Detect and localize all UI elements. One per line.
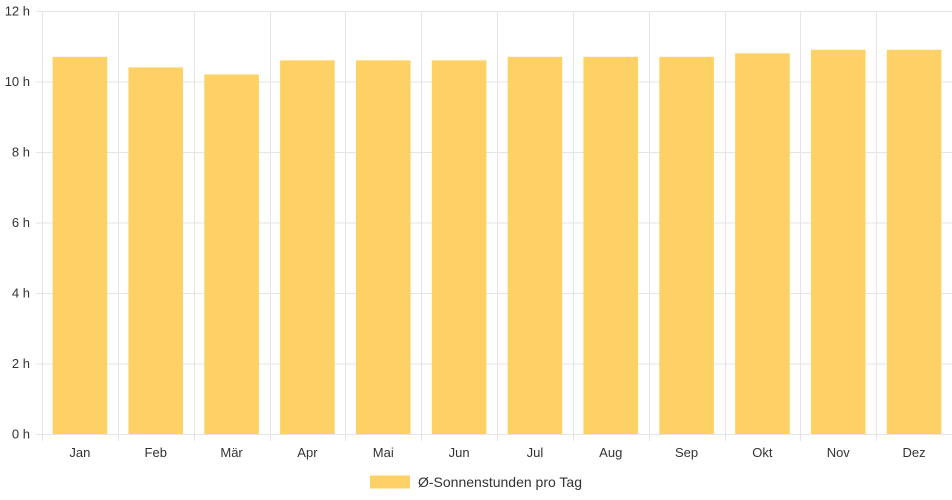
grid-layer [36, 11, 952, 441]
bar-aug[interactable] [583, 56, 639, 434]
x-axis-ticks: Jan Feb Mär Apr Mai Jun Jul Aug Sep Okt Nov Dez [69, 445, 925, 460]
bar-jan[interactable] [52, 56, 108, 434]
legend[interactable]: Ø-Sonnenstunden pro Tag [370, 474, 582, 490]
bar-mai[interactable] [355, 60, 411, 434]
bar-feb[interactable] [128, 67, 184, 435]
y-tick-label: 8 h [12, 145, 30, 160]
x-tick-label: Jan [69, 445, 90, 460]
x-tick-label: Mai [373, 445, 394, 460]
legend-label[interactable]: Ø-Sonnenstunden pro Tag [418, 474, 582, 490]
x-tick-label: Feb [145, 445, 167, 460]
x-tick-label: Apr [297, 445, 318, 460]
y-tick-label: 12 h [5, 4, 30, 19]
x-tick-label: Dez [903, 445, 926, 460]
bar-jun[interactable] [431, 60, 487, 434]
x-tick-label: Sep [675, 445, 698, 460]
x-tick-label: Jun [449, 445, 470, 460]
y-tick-label: 0 h [12, 427, 30, 442]
x-tick-label: Mär [220, 445, 243, 460]
bar-okt[interactable] [735, 53, 790, 435]
bar-sep[interactable] [659, 56, 714, 434]
bar-dez[interactable] [886, 49, 942, 435]
y-tick-label: 2 h [12, 356, 30, 371]
y-tick-label: 10 h [5, 74, 30, 89]
x-tick-label: Okt [752, 445, 773, 460]
x-tick-label: Aug [599, 445, 622, 460]
bar-jul[interactable] [507, 56, 563, 434]
y-axis-ticks: 0 h 2 h 4 h 6 h 8 h 10 h 12 h [5, 4, 30, 442]
x-tick-label: Jul [527, 445, 544, 460]
bar-mär[interactable] [204, 74, 259, 434]
y-tick-label: 6 h [12, 215, 30, 230]
legend-swatch[interactable] [370, 475, 411, 489]
x-tick-label: Nov [827, 445, 851, 460]
bar-apr[interactable] [280, 60, 335, 434]
bars-layer [52, 49, 942, 435]
bar-nov[interactable] [810, 49, 866, 435]
y-tick-label: 4 h [12, 286, 30, 301]
